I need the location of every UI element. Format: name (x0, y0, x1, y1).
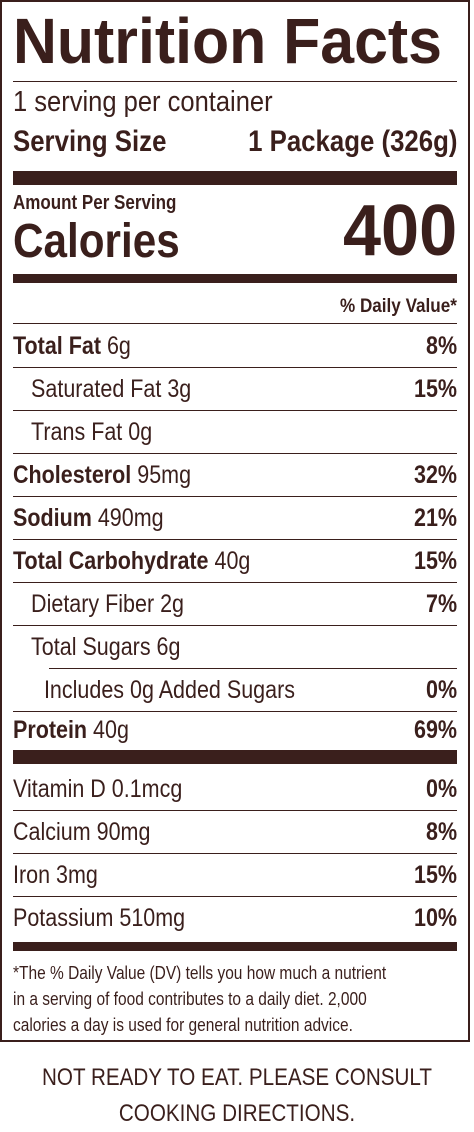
vitamin-amount: 510mg (119, 903, 186, 932)
nutrient-row-trans-fat: Trans Fat 0g (13, 411, 457, 453)
nutrient-amount: 6g (106, 331, 131, 360)
vitamin-name: Iron (13, 860, 51, 889)
vitamin-row-iron: Iron 3mg 15% (13, 854, 457, 896)
vitamin-daily-value: 10% (413, 903, 457, 932)
nutrient-row-saturated-fat: Saturated Fat 3g 15% (13, 368, 457, 410)
nutrient-name: Dietary Fiber (31, 589, 155, 618)
divider (13, 367, 457, 368)
divider (13, 625, 457, 626)
divider (13, 853, 457, 854)
daily-value-footnote: *The % Daily Value (DV) tells you how mu… (13, 960, 453, 1038)
divider (13, 810, 457, 811)
divider (13, 896, 457, 897)
nutrient-row-total-carbohydrate: Total Carbohydrate 40g 15% (13, 540, 457, 582)
nutrient-daily-value: 15% (413, 546, 457, 575)
daily-value-header: % Daily Value* (340, 296, 457, 317)
nutrient-row-cholesterol: Cholesterol 95mg 32% (13, 454, 457, 496)
nutrient-row-protein: Protein 40g 69% (13, 711, 457, 749)
vitamin-name: Calcium (13, 817, 91, 846)
divider (13, 582, 457, 583)
nutrient-amount: 95mg (137, 460, 192, 489)
nutrient-name: Cholesterol (13, 460, 132, 489)
divider (13, 496, 457, 497)
nutrient-amount: 490mg (97, 503, 164, 532)
vitamin-amount: 0.1mcg (111, 774, 183, 803)
nutrient-daily-value: 0% (425, 675, 457, 704)
vitamin-name: Vitamin D (13, 774, 106, 803)
divider (13, 539, 457, 540)
label-title: Nutrition Facts (13, 5, 442, 77)
nutrient-name: Total Fat (13, 331, 101, 360)
nutrient-daily-value: 21% (413, 503, 457, 532)
nutrient-amount: 0g (128, 417, 153, 446)
vitamin-row-calcium: Calcium 90mg 8% (13, 811, 457, 853)
vitamin-daily-value: 8% (425, 817, 457, 846)
nutrient-daily-value: 15% (413, 374, 457, 403)
medium-divider (13, 274, 457, 283)
nutrient-amount: 6g (156, 632, 181, 661)
nutrient-name: Includes 0g Added Sugars (43, 675, 295, 704)
nutrient-name: Protein (13, 715, 88, 744)
nutrient-daily-value: 8% (425, 331, 457, 360)
medium-divider (13, 942, 457, 951)
serving-size-label: Serving Size (13, 125, 167, 158)
nutrient-name: Trans Fat (31, 417, 123, 446)
nutrient-amount: 2g (160, 589, 185, 618)
nutrient-row-sodium: Sodium 490mg 21% (13, 497, 457, 539)
divider (13, 410, 457, 411)
nutrient-name: Total Carbohydrate (13, 546, 209, 575)
vitamin-daily-value: 0% (425, 774, 457, 803)
divider (13, 323, 457, 324)
cooking-warning: NOT READY TO EAT. PLEASE CONSULT COOKING… (0, 1060, 474, 1132)
vitamin-amount: 3mg (56, 860, 98, 889)
warning-line: COOKING DIRECTIONS. (118, 1100, 356, 1127)
nutrient-row-total-sugars: Total Sugars 6g (13, 626, 457, 668)
divider (49, 668, 457, 669)
nutrient-row-added-sugars: Includes 0g Added Sugars 0% (13, 669, 457, 711)
warning-line: NOT READY TO EAT. PLEASE CONSULT (42, 1064, 432, 1091)
nutrient-amount: 40g (214, 546, 251, 575)
amount-per-serving: Amount Per Serving (13, 192, 177, 214)
nutrition-facts-panel: Nutrition Facts 1 serving per container … (0, 0, 470, 1042)
nutrient-row-dietary-fiber: Dietary Fiber 2g 7% (13, 583, 457, 625)
divider (13, 81, 457, 82)
serving-size-value: 1 Package (326g) (247, 125, 457, 158)
vitamin-daily-value: 15% (413, 860, 457, 889)
nutrient-amount: 40g (93, 715, 129, 744)
calories-label: Calories (13, 215, 180, 268)
nutrient-name: Saturated Fat (31, 374, 162, 403)
divider (13, 711, 457, 712)
nutrient-daily-value: 7% (425, 589, 457, 618)
serving-size-row: Serving Size 1 Package (326g) (13, 125, 457, 159)
divider (13, 453, 457, 454)
thick-divider (13, 171, 457, 185)
footnote-line: in a serving of food contributes to a da… (13, 989, 367, 1009)
nutrient-daily-value: 32% (413, 460, 457, 489)
vitamin-row-potassium: Potassium 510mg 10% (13, 897, 457, 939)
footnote-line: *The % Daily Value (DV) tells you how mu… (13, 963, 387, 983)
nutrient-name: Total Sugars (31, 632, 151, 661)
thick-divider (13, 750, 457, 764)
nutrient-row-total-fat: Total Fat 6g 8% (13, 325, 457, 367)
calories-value: 400 (342, 191, 457, 271)
vitamin-row-vitamin-d: Vitamin D 0.1mcg 0% (13, 768, 457, 810)
nutrient-daily-value: 69% (413, 715, 457, 744)
vitamin-amount: 90mg (96, 817, 151, 846)
servings-per-container: 1 serving per container (13, 86, 273, 118)
nutrient-amount: 3g (167, 374, 192, 403)
vitamin-name: Potassium (13, 903, 114, 932)
footnote-line: calories a day is used for general nutri… (13, 1015, 353, 1035)
nutrient-name: Sodium (13, 503, 92, 532)
